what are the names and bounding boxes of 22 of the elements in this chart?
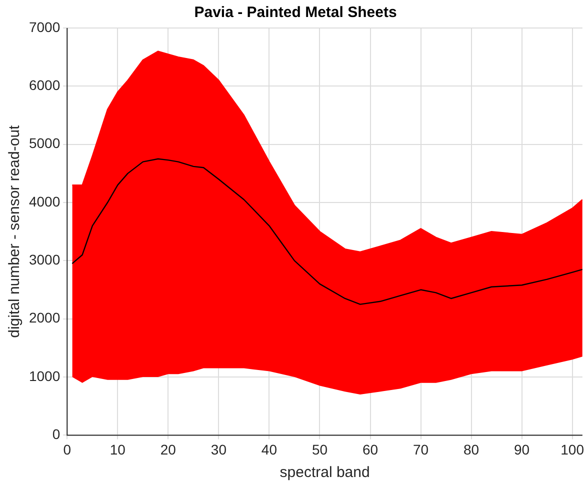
- x-tick-label: 40: [261, 441, 278, 458]
- x-tick-label: 70: [412, 441, 429, 458]
- x-tick-label: 10: [110, 441, 126, 458]
- y-tick-label: 7000: [28, 18, 60, 35]
- y-axis-title: digital number - sensor read-out: [6, 124, 24, 338]
- y-tick-label: 3000: [28, 252, 60, 268]
- x-tick-label: 80: [463, 441, 480, 458]
- x-axis-title: spectral band: [280, 464, 370, 482]
- x-tick-label: 0: [63, 441, 72, 458]
- x-tick-label: 50: [312, 441, 328, 458]
- y-tick-label: 5000: [28, 135, 60, 152]
- x-tick-label: 90: [514, 441, 530, 458]
- chart-title: Pavia - Painted Metal Sheets: [194, 4, 397, 22]
- y-tick-label: 0: [52, 426, 60, 442]
- x-tick-label: 100: [560, 441, 584, 458]
- y-tick-label: 6000: [28, 77, 60, 94]
- y-tick-label: 1000: [28, 368, 60, 384]
- y-tick-label: 4000: [28, 193, 60, 210]
- x-tick-label: 20: [160, 441, 176, 458]
- y-tick-label: 2000: [28, 310, 60, 326]
- x-tick-label: 60: [362, 441, 378, 458]
- x-tick-label: 30: [210, 441, 227, 458]
